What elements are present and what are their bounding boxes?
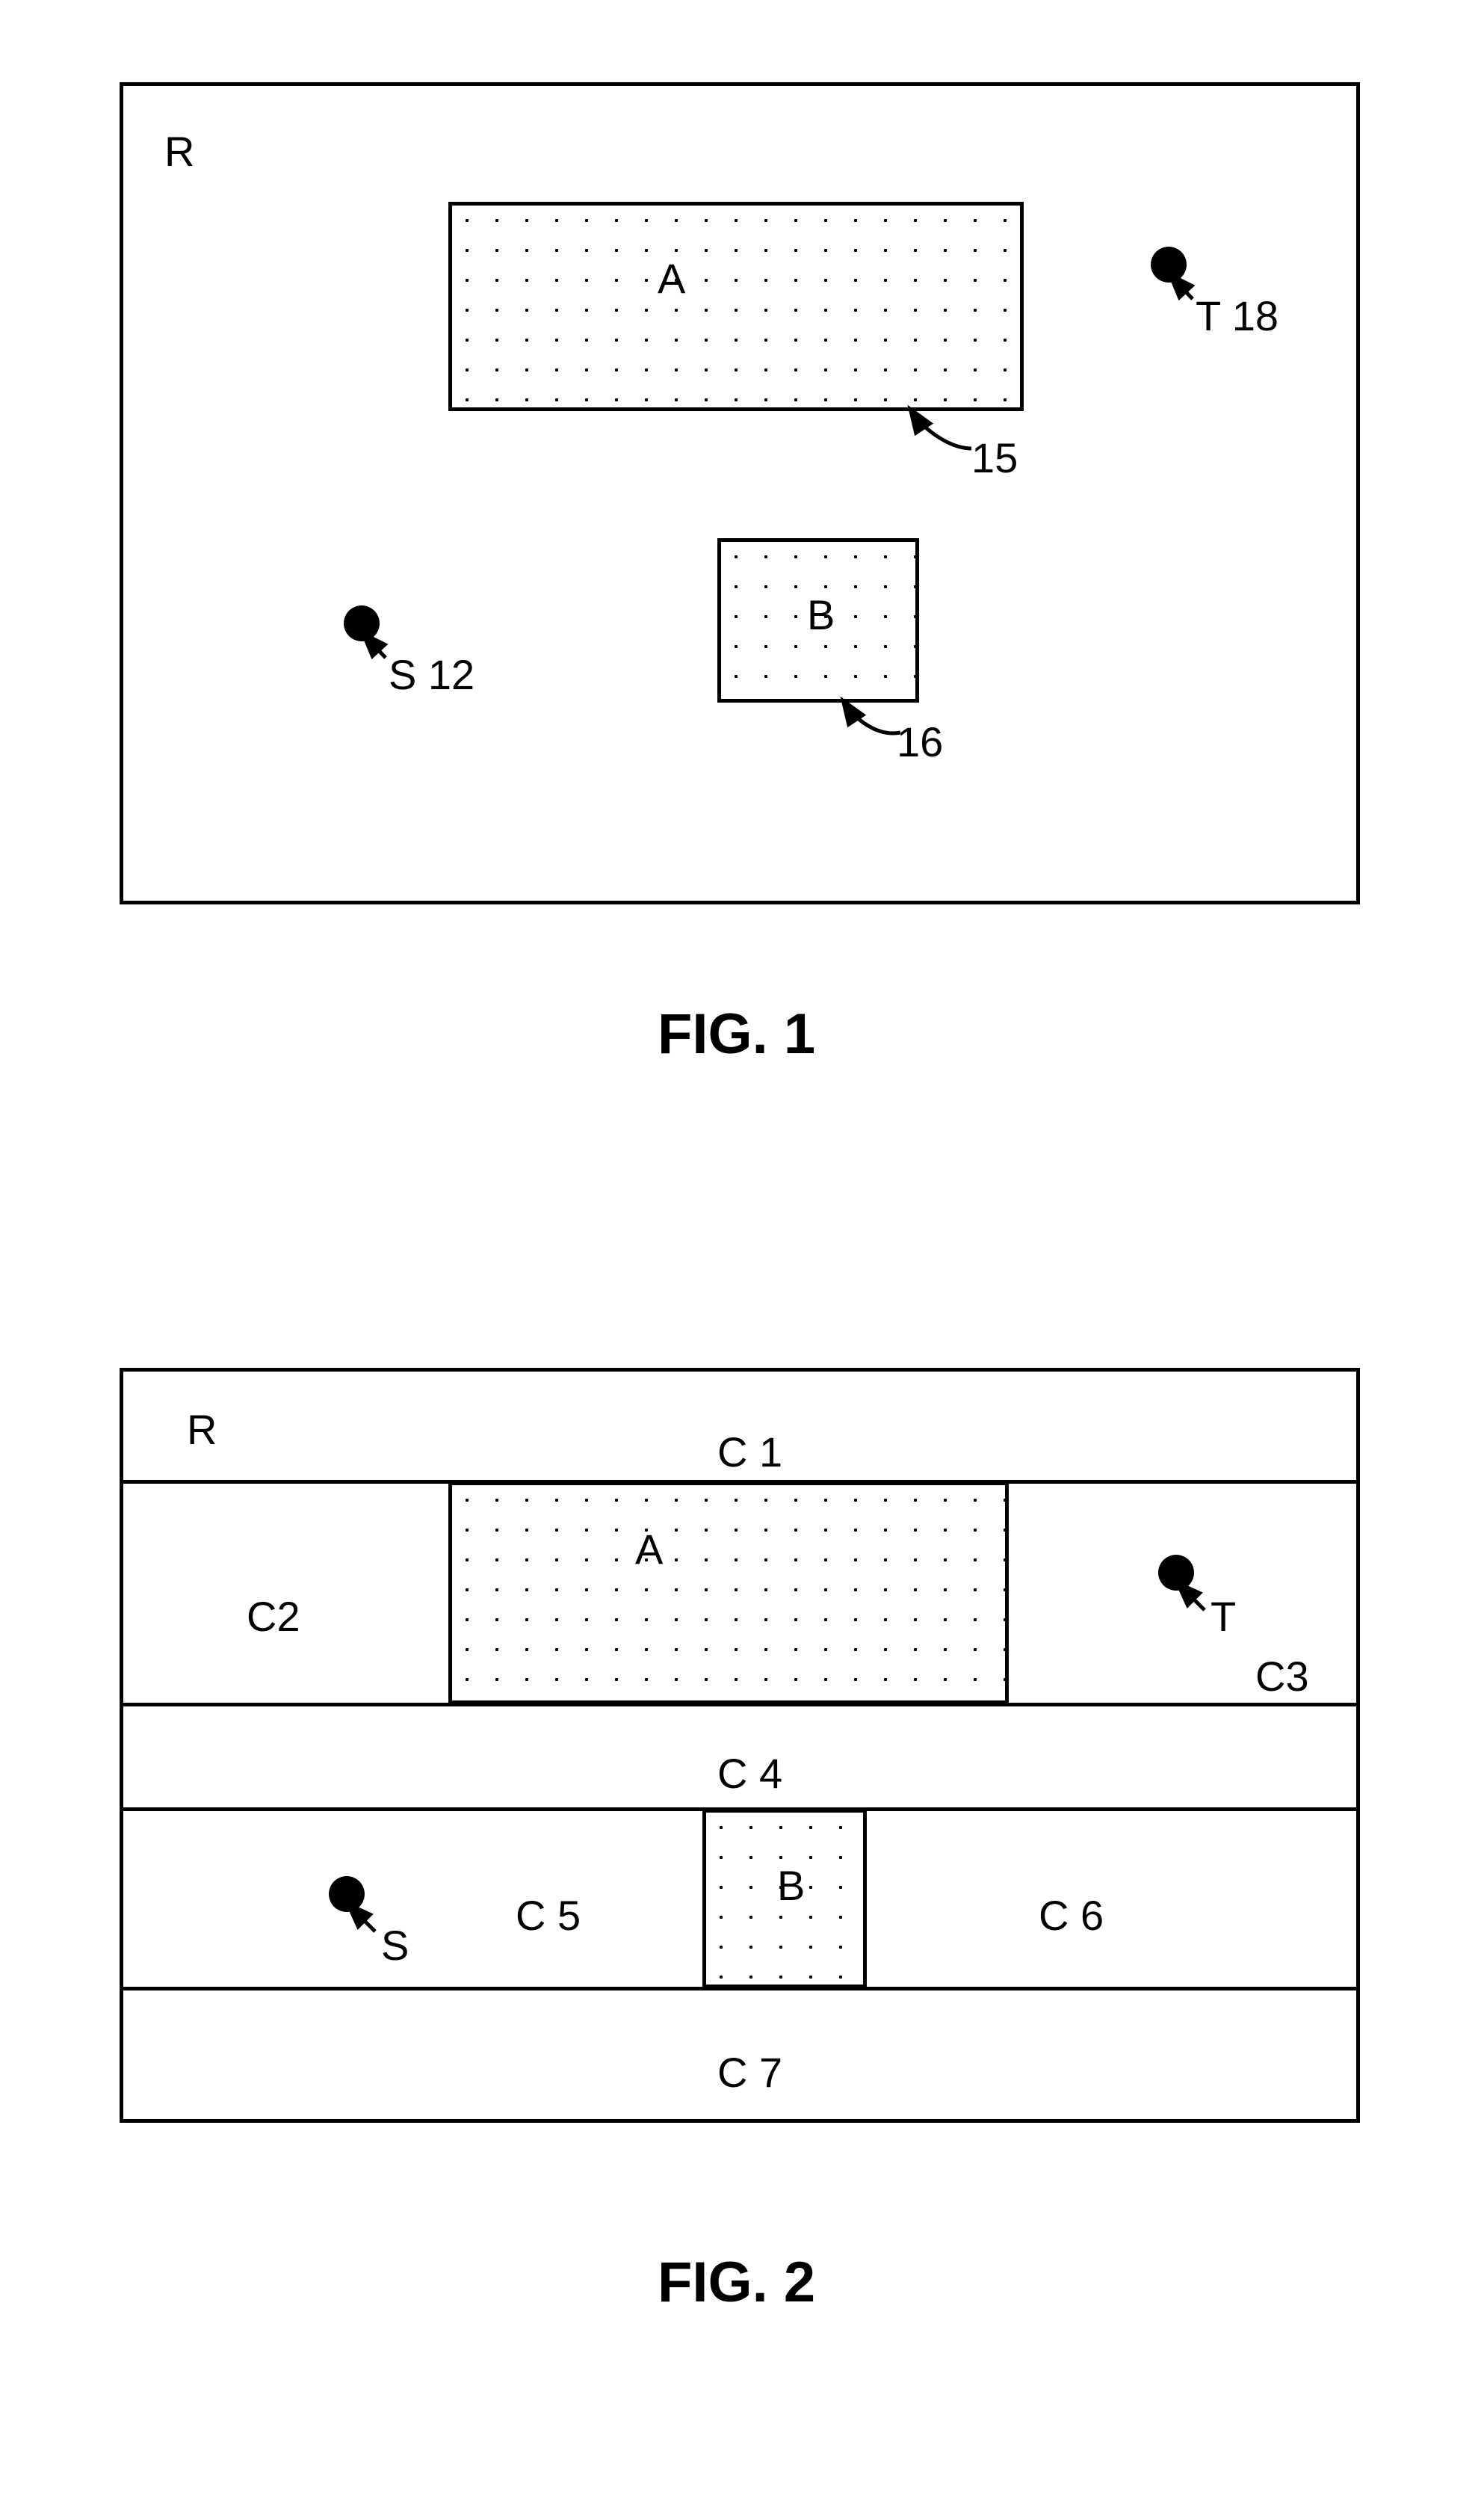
fig2-title: FIG. 2 xyxy=(658,2250,815,2315)
figure-2: R C 1 A C2 C3 T C 4 S C 5 B C 6 C 7 xyxy=(120,1368,1360,2123)
fig1-title: FIG. 1 xyxy=(658,1002,815,1067)
fig2-leaders xyxy=(120,1368,1360,2123)
fig1-leaders xyxy=(120,82,1360,904)
page: R A B S 12 T 18 15 16 FIG. 1 R C 1 A xyxy=(0,0,1484,2504)
figure-1: R A B S 12 T 18 15 16 xyxy=(120,82,1360,904)
